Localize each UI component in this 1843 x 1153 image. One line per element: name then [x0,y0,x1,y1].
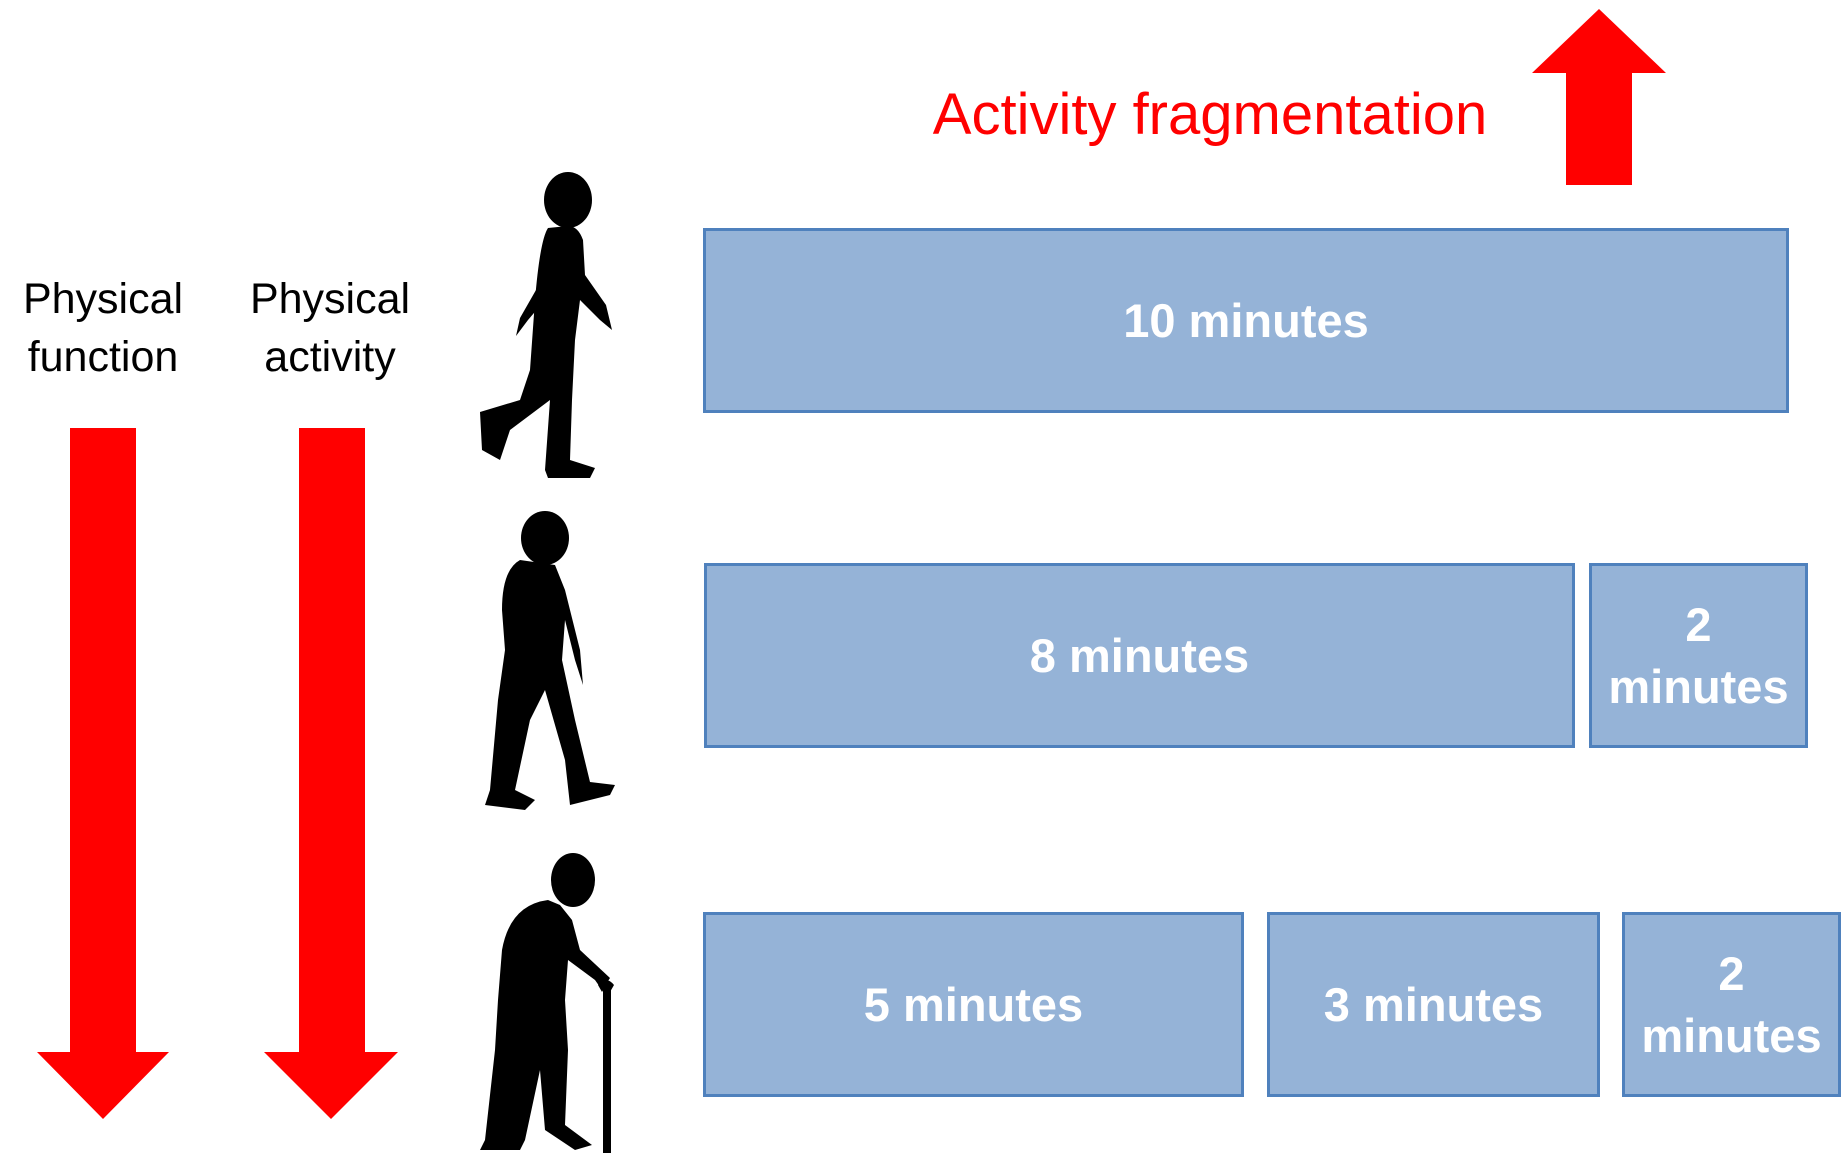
down-arrow [37,428,169,1119]
axis-label: Physical function [22,275,184,381]
person-silhouette [480,172,612,478]
activity-bout: 2 minutes [1589,563,1808,748]
activity-bout: 8 minutes [704,563,1575,748]
title: Activity fragmentation [932,82,1488,147]
activity-bout: 5 minutes [703,912,1244,1097]
axis-label: Physical activity [249,275,411,381]
person-silhouette [480,853,614,1153]
activity-bout: 3 minutes [1267,912,1600,1097]
up-arrow [1532,9,1666,185]
activity-bout: 2 minutes [1622,912,1841,1097]
person-silhouette [485,511,615,810]
activity-bout: 10 minutes [703,228,1789,413]
down-arrow [264,428,398,1119]
